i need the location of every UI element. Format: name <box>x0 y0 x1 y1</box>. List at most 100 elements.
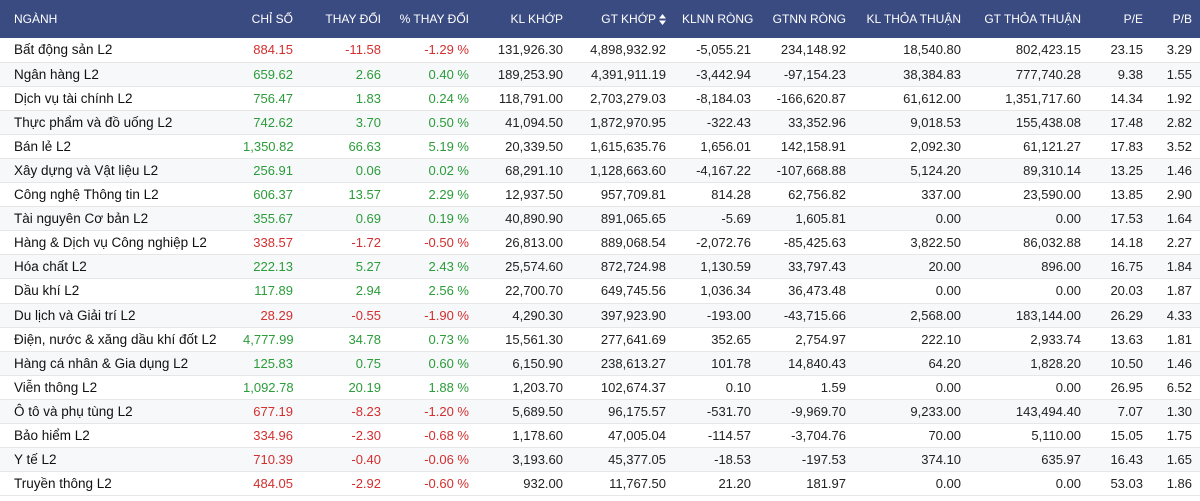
matched-value-cell: 47,005.04 <box>608 428 666 444</box>
matched-volume-cell: 3,193.60 <box>512 452 563 468</box>
foreign-net-value-cell: 33,797.43 <box>788 259 846 275</box>
foreign-net-value-cell: -3,704.76 <box>791 428 846 444</box>
col-header-matched-volume[interactable]: KL KHỚP <box>510 12 563 26</box>
index-cell: 117.89 <box>254 283 293 299</box>
table-row[interactable]: Y tế L2 710.39 -0.40 -0.06 % 3,193.60 45,377.… <box>0 447 1200 472</box>
table-row[interactable]: Xây dựng và Vật liệu L2 256.91 0.06 0.02 % 6… <box>0 158 1200 183</box>
col-header-matched-value[interactable]: GT KHỚP <box>571 0 674 38</box>
table-row[interactable]: Du lịch và Giải trí L2 28.29 -0.55 -1.90 % 4… <box>0 303 1200 328</box>
table-row[interactable]: Ngân hàng L2 659.62 2.66 0.40 % 189,253.90 4,… <box>0 62 1200 87</box>
matched-volume-cell: 20,339.50 <box>505 138 563 154</box>
sector-name-cell[interactable]: Xây dựng và Vật liệu L2 <box>14 163 159 179</box>
sector-name-cell[interactable]: Du lịch và Giải trí L2 <box>14 307 136 323</box>
matched-value-cell: 1,872,970.95 <box>590 114 666 130</box>
table-row[interactable]: Ô tô và phụ tùng L2 677.19 -8.23 -1.20 % 5,6… <box>0 399 1200 424</box>
matched-volume-cell: 118,791.00 <box>498 90 563 106</box>
table-row[interactable]: Điện, nước & xăng dầu khí đốt L2 4,777.99… <box>0 327 1200 352</box>
index-cell: 222.13 <box>253 259 293 275</box>
change-cell: -0.55 <box>351 307 381 323</box>
col-header-sector[interactable]: NGÀNH <box>14 12 58 26</box>
col-header-index[interactable]: CHỈ SỐ <box>251 12 293 26</box>
sector-name-cell[interactable]: Bất động sản L2 <box>14 42 113 58</box>
foreign-net-volume-cell: -322.43 <box>706 114 751 130</box>
sector-name-cell[interactable]: Viễn thông L2 <box>14 379 98 395</box>
sector-name-cell[interactable]: Hàng & Dịch vụ Công nghiệp L2 <box>14 235 207 251</box>
change-cell: 20.19 <box>348 379 381 395</box>
table-row[interactable]: Dịch vụ tài chính L2 756.47 1.83 0.24 % 118,… <box>0 86 1200 111</box>
foreign-net-value-cell: 14,840.43 <box>788 355 846 371</box>
matched-value-cell: 872,724.98 <box>600 259 666 275</box>
deal-value-cell: 0.00 <box>1055 379 1081 395</box>
index-cell: 659.62 <box>253 66 293 82</box>
matched-volume-cell: 40,890.90 <box>505 211 563 227</box>
pct-change-cell: 0.24 % <box>428 90 469 106</box>
col-header-foreign-net-volume[interactable]: KLNN RÒNG <box>682 12 754 26</box>
change-cell: 66.63 <box>348 138 381 154</box>
table-row[interactable]: Dầu khí L2 117.89 2.94 2.56 % 22,700.70 649,7… <box>0 278 1200 304</box>
deal-value-cell: 802,423.15 <box>1015 42 1081 58</box>
table-row[interactable]: Viễn thông L2 1,092.78 20.19 1.88 % 1,203.70… <box>0 375 1200 400</box>
table-row[interactable]: Hàng & Dịch vụ Công nghiệp L2 338.57 -1.72… <box>0 230 1200 255</box>
matched-value-cell: 277,641.69 <box>600 331 666 347</box>
matched-value-cell: 957,709.81 <box>600 187 666 203</box>
index-cell: 677.19 <box>253 403 293 419</box>
matched-value-cell: 397,923.90 <box>600 307 666 323</box>
table-row[interactable]: Hàng cá nhân & Gia dụng L2 125.83 0.75 0.60… <box>0 351 1200 376</box>
matched-volume-cell: 41,094.50 <box>505 114 563 130</box>
sector-name-cell[interactable]: Thực phẩm và đồ uống L2 <box>14 114 173 130</box>
foreign-net-volume-cell: 0.10 <box>725 379 751 395</box>
pe-cell: 10.50 <box>1110 355 1143 371</box>
sector-name-cell[interactable]: Hóa chất L2 <box>14 259 87 275</box>
pct-change-cell: 1.88 % <box>428 379 469 395</box>
sector-name-cell[interactable]: Truyền thông L2 <box>14 476 112 492</box>
deal-value-cell: 89,310.14 <box>1023 163 1081 179</box>
col-header-deal-volume[interactable]: KL THỎA THUẬN <box>866 12 961 26</box>
sector-name-cell[interactable]: Tài nguyên Cơ bản L2 <box>14 211 149 227</box>
table-row[interactable]: Hóa chất L2 222.13 5.27 2.43 % 25,574.60 872,… <box>0 254 1200 279</box>
pe-cell: 17.48 <box>1110 114 1143 130</box>
sector-name-cell[interactable]: Y tế L2 <box>14 452 57 468</box>
foreign-net-value-cell: 142,158.91 <box>780 138 846 154</box>
sector-name-cell[interactable]: Ô tô và phụ tùng L2 <box>14 403 133 419</box>
matched-value-cell: 2,703,279.03 <box>590 90 666 106</box>
col-header-deal-value[interactable]: GT THỎA THUẬN <box>984 12 1081 26</box>
sort-up-down-icon[interactable] <box>659 14 666 26</box>
table-row[interactable]: Công nghệ Thông tin L2 606.37 13.57 2.29 % 1… <box>0 182 1200 207</box>
sector-name-cell[interactable]: Dầu khí L2 <box>14 283 80 299</box>
sector-name-cell[interactable]: Bảo hiểm L2 <box>14 428 90 444</box>
pe-cell: 23.15 <box>1110 42 1143 58</box>
pb-cell: 4.33 <box>1166 307 1192 323</box>
col-header-pct-change[interactable]: % THAY ĐỔI <box>399 12 469 26</box>
deal-value-cell: 0.00 <box>1055 476 1081 492</box>
sector-name-cell[interactable]: Hàng cá nhân & Gia dụng L2 <box>14 355 189 371</box>
change-cell: 3.70 <box>355 114 381 130</box>
matched-value-cell: 11,767.50 <box>609 476 666 492</box>
col-header-change[interactable]: THAY ĐỔI <box>325 12 381 26</box>
pct-change-cell: 0.60 % <box>428 355 469 371</box>
sector-name-cell[interactable]: Ngân hàng L2 <box>14 66 99 82</box>
sector-name-cell[interactable]: Điện, nước & xăng dầu khí đốt L2 <box>14 331 217 347</box>
table-row[interactable]: Bất động sản L2 884.15 -11.58 -1.29 % 131,92… <box>0 38 1200 63</box>
foreign-net-volume-cell: 814.28 <box>711 187 751 203</box>
foreign-net-volume-cell: -5,055.21 <box>696 42 751 58</box>
matched-volume-cell: 15,561.30 <box>505 331 563 347</box>
foreign-net-value-cell: 234,148.92 <box>780 42 846 58</box>
sector-name-cell[interactable]: Bán lẻ L2 <box>14 138 72 154</box>
col-header-pb[interactable]: P/B <box>1172 12 1192 26</box>
col-header-pe[interactable]: P/E <box>1123 12 1143 26</box>
table-row[interactable]: Truyền thông L2 484.05 -2.92 -0.60 % 932.00 1… <box>0 471 1200 496</box>
deal-value-cell: 23,590.00 <box>1023 187 1081 203</box>
pct-change-cell: 0.40 % <box>428 66 469 82</box>
matched-value-cell: 238,613.27 <box>600 355 666 371</box>
table-row[interactable]: Bảo hiểm L2 334.96 -2.30 -0.68 % 1,178.60 47,… <box>0 423 1200 448</box>
matched-volume-cell: 12,937.50 <box>505 187 563 203</box>
pe-cell: 16.75 <box>1110 259 1143 275</box>
table-row[interactable]: Thực phẩm và đồ uống L2 742.62 3.70 0.50 % 4… <box>0 110 1200 135</box>
index-cell: 355.67 <box>253 211 293 227</box>
sector-name-cell[interactable]: Dịch vụ tài chính L2 <box>14 90 133 106</box>
table-row[interactable]: Bán lẻ L2 1,350.82 66.63 5.19 % 20,339.50 1,6… <box>0 134 1200 159</box>
sector-name-cell[interactable]: Công nghệ Thông tin L2 <box>14 187 159 203</box>
table-row[interactable]: Tài nguyên Cơ bản L2 355.67 0.69 0.19 % 40,8… <box>0 206 1200 231</box>
col-header-foreign-net-value[interactable]: GTNN RÒNG <box>772 12 846 26</box>
matched-volume-cell: 932.00 <box>523 476 563 492</box>
